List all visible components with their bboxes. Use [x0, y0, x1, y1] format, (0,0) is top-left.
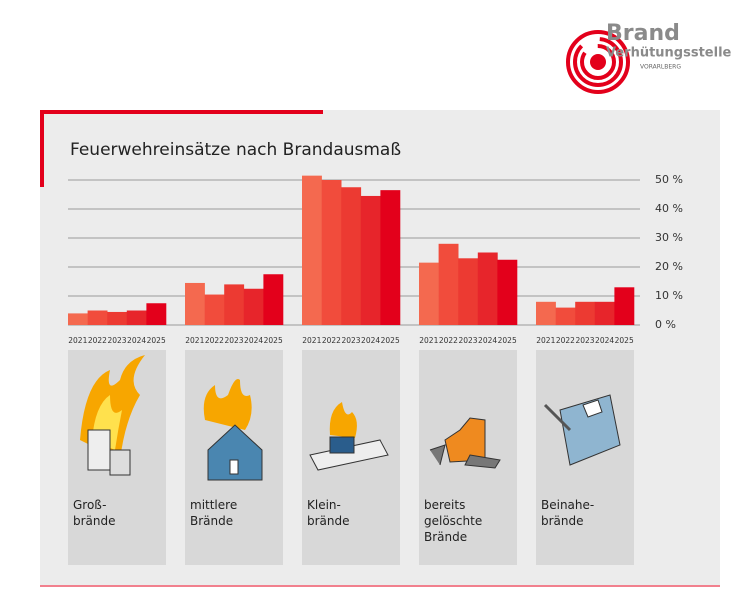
- accent: [40, 110, 44, 187]
- year-label: 2024: [127, 336, 146, 345]
- y-tick-label: 50 %: [655, 173, 683, 186]
- icons: [80, 355, 621, 481]
- icon-shirt: [559, 394, 621, 466]
- logo-ring: [573, 37, 623, 87]
- logo: Brand Verhütungsstelle VORARLBERG: [566, 21, 732, 94]
- year-label: 2022: [556, 336, 575, 345]
- bar: [341, 187, 362, 325]
- category-label: mittlere Brände: [190, 498, 238, 528]
- year-label: 2022: [205, 336, 224, 345]
- bar: [68, 313, 88, 325]
- y-tick-label: 0 %: [655, 318, 676, 331]
- icon-flame: [329, 402, 357, 438]
- year-label: 2023: [575, 336, 594, 345]
- icon-stove: [309, 439, 389, 471]
- year-label: 2023: [458, 336, 477, 345]
- year-label: 2022: [88, 336, 107, 345]
- year-label: 2024: [595, 336, 614, 345]
- logo-ring: [580, 44, 616, 80]
- icon-building: [109, 449, 131, 476]
- logo-region: VORARLBERG: [640, 64, 681, 71]
- bar: [614, 287, 635, 325]
- icon-pot: [329, 436, 355, 454]
- y-tick-label: 10 %: [655, 289, 683, 302]
- year-label: 2025: [381, 336, 400, 345]
- logo-title: Brand: [606, 21, 680, 46]
- logo-subtitle: Verhütungsstelle: [606, 46, 732, 61]
- bar: [204, 294, 225, 325]
- year-label: 2023: [224, 336, 243, 345]
- bar: [185, 282, 205, 325]
- year-label: 2021: [302, 336, 321, 345]
- bar: [438, 243, 459, 325]
- year-label: 2022: [322, 336, 341, 345]
- bar: [594, 301, 615, 325]
- year-label: 2023: [341, 336, 360, 345]
- bar: [497, 259, 518, 325]
- icon-ashes: [444, 417, 486, 463]
- bar: [224, 284, 245, 325]
- logo-core: [590, 54, 606, 70]
- year-label: 2021: [185, 336, 204, 345]
- y-tick-label: 40 %: [655, 202, 683, 215]
- icon-cigarette: [543, 403, 572, 432]
- category-label: bereits gelöschte Brände: [424, 498, 483, 544]
- year-label: 2024: [361, 336, 380, 345]
- bar: [243, 288, 264, 325]
- icon-flame: [203, 379, 252, 430]
- year-label: 2025: [264, 336, 283, 345]
- bar: [321, 180, 342, 325]
- year-label: 2024: [478, 336, 497, 345]
- bar: [87, 310, 108, 325]
- year-label: 2025: [498, 336, 517, 345]
- year-label: 2025: [147, 336, 166, 345]
- bar: [263, 274, 284, 325]
- bar: [555, 307, 576, 325]
- bar: [380, 190, 401, 325]
- bar: [126, 310, 147, 325]
- icon-debris: [429, 444, 501, 469]
- icon-building: [87, 429, 111, 471]
- bar: [419, 262, 439, 325]
- icon-collar: [582, 399, 603, 418]
- category-label: Groß- brände: [73, 498, 116, 528]
- icon-house: [207, 424, 263, 481]
- bar: [536, 301, 556, 325]
- y-tick-label: 20 %: [655, 260, 683, 273]
- year-label: 2021: [536, 336, 555, 345]
- chart-title: Feuerwehreinsätze nach Brandausmaß: [70, 140, 401, 160]
- bar: [575, 301, 596, 325]
- bar: [302, 175, 322, 325]
- y-tick-label: 30 %: [655, 231, 683, 244]
- bar: [458, 258, 479, 325]
- year-label: 2021: [419, 336, 438, 345]
- category-label: Klein- brände: [307, 498, 350, 528]
- year-label: 2025: [615, 336, 634, 345]
- icon-door: [229, 459, 239, 475]
- year-label: 2022: [439, 336, 458, 345]
- year-label: 2024: [244, 336, 263, 345]
- bar: [360, 195, 381, 325]
- year-label: 2023: [107, 336, 126, 345]
- category-label: Beinahe- brände: [541, 498, 595, 528]
- accent: [40, 110, 323, 114]
- bar: [146, 303, 167, 325]
- bar: [477, 252, 498, 325]
- logo-ring: [566, 30, 630, 94]
- bar: [107, 311, 128, 325]
- year-label: 2021: [68, 336, 87, 345]
